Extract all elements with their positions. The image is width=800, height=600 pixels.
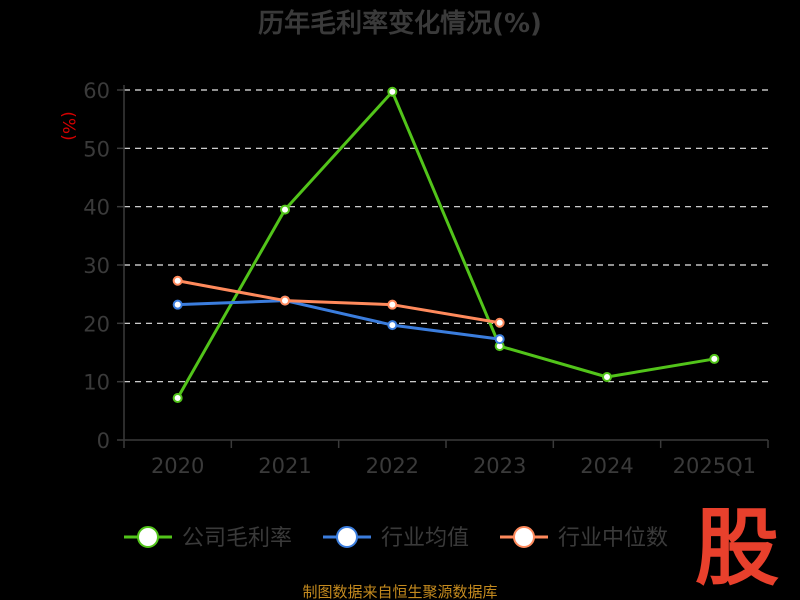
x-tick-label: 2020 [151,454,204,478]
y-tick-label: 30 [83,254,110,278]
series-line-2 [177,279,500,325]
y-tick-label: 20 [83,312,110,336]
legend-label[interactable]: 公司毛利率 [182,526,292,551]
series-line-1 [177,299,500,341]
legend-label[interactable]: 行业均值 [381,526,469,551]
y-tick-label: 60 [83,79,110,103]
y-tick-label: 10 [83,371,110,395]
data-point[interactable] [280,295,290,306]
legend-label[interactable]: 行业中位数 [558,526,668,551]
x-tick-label: 2025Q1 [673,454,756,478]
data-point[interactable] [387,299,398,310]
legend-marker [513,526,535,548]
data-source-note: 制图数据来自恒生聚源数据库 [302,583,497,600]
series-line-0 [176,90,715,399]
x-tick-label: 2023 [473,454,526,478]
data-point[interactable] [172,393,183,403]
grid-lines [124,89,768,383]
data-point[interactable] [387,320,398,331]
x-tick-label: 2022 [366,454,419,478]
x-tick-label: 2024 [580,454,633,478]
y-tick-label: 40 [83,196,110,220]
y-axis-unit-label: (%) [58,111,78,140]
series-lines [172,86,720,403]
data-point[interactable] [387,86,398,97]
legend-marker [336,526,358,548]
legend-marker [137,526,159,548]
brand-logo: 股 [695,499,779,597]
y-tick-label: 0 [97,429,110,453]
axes [117,85,769,448]
logo-text: 股 [695,499,779,597]
chart-title: 历年毛利率变化情况(%) [258,8,542,39]
y-tick-labels: 0 10 20 30 40 50 60 [83,79,110,453]
data-point[interactable] [602,372,612,382]
data-point[interactable] [280,204,290,215]
data-point[interactable] [494,334,505,345]
x-tick-label: 2021 [258,454,311,478]
legend: 公司毛利率 行业均值 行业中位数 [124,526,668,551]
x-tick-labels: 2020 2021 2022 2023 2024 2025Q1 [151,454,756,478]
y-tick-label: 50 [83,137,110,161]
data-point[interactable] [172,275,183,286]
data-point[interactable] [494,317,505,328]
data-point[interactable] [172,299,183,310]
data-point[interactable] [709,353,720,364]
